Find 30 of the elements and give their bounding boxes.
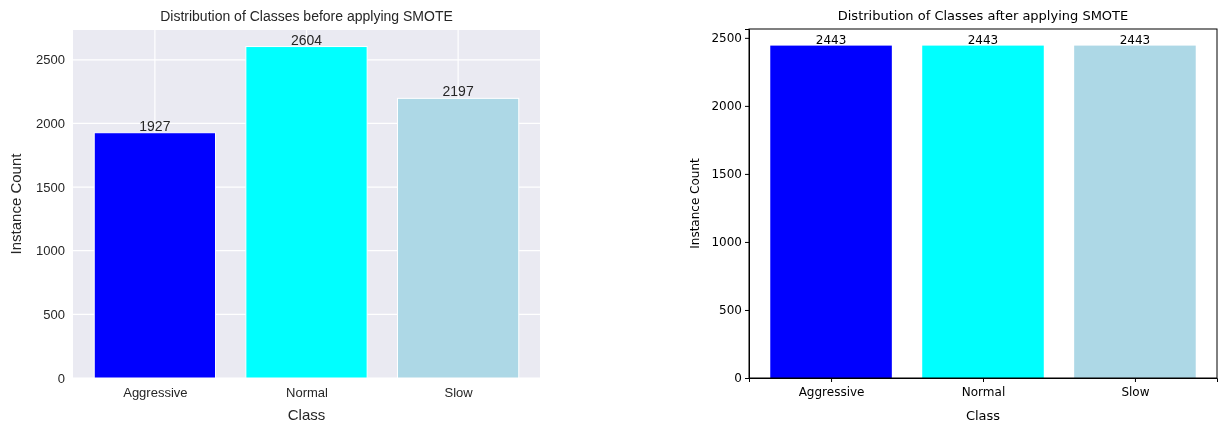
x-axis-title: Class <box>287 406 326 422</box>
data-label: 2443 <box>967 32 999 47</box>
data-label: 2443 <box>1119 32 1151 47</box>
data-label: 2443 <box>815 32 847 47</box>
y-axis-title: Instance Count <box>7 152 24 255</box>
y-tick-label: 0 <box>57 370 65 386</box>
y-tick-label: 500 <box>719 303 742 318</box>
y-tick-label: 1500 <box>36 179 65 195</box>
x-axis-title: Class <box>965 408 1001 422</box>
y-tick-label: 2500 <box>36 52 65 68</box>
y-tick-label: 1000 <box>711 235 742 250</box>
y-tick-label: 2000 <box>36 116 65 132</box>
x-tick-label: Aggressive <box>123 385 188 401</box>
data-label: 2197 <box>442 83 474 100</box>
chart-title: Distribution of Classes after applying SMOTE <box>837 8 1129 23</box>
x-tick-label: Normal <box>961 384 1006 399</box>
y-tick-label: 2500 <box>711 31 742 46</box>
y-tick-label: 500 <box>43 307 65 323</box>
data-label: 1927 <box>139 117 171 134</box>
x-tick-label: Slow <box>1121 384 1150 399</box>
data-label: 2604 <box>290 31 323 48</box>
chart-title: Distribution of Classes before applying SMOTE <box>160 8 453 24</box>
y-tick-label: 1000 <box>36 243 65 259</box>
y-axis-title: Instance Count <box>688 157 702 249</box>
y-tick-label: 0 <box>734 371 742 386</box>
x-tick-label: Aggressive <box>798 384 865 399</box>
x-tick-label: Slow <box>444 385 474 401</box>
y-tick-label: 1500 <box>711 167 742 182</box>
y-tick-label: 2000 <box>711 99 742 114</box>
x-tick-label: Normal <box>286 385 329 401</box>
